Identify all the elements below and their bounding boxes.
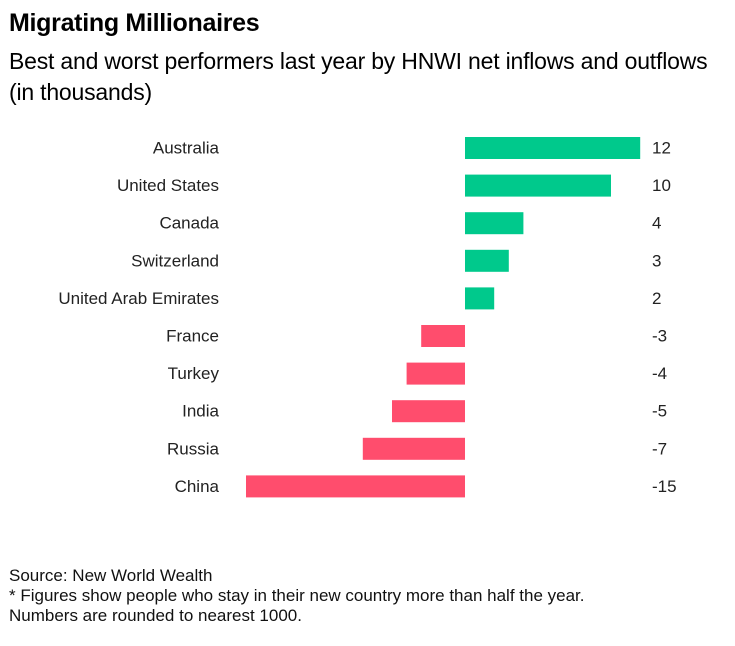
- bar-chart: Australia 12 United States 10 Canada 4 Switzer…: [58, 137, 677, 498]
- value-label-united-arab-emirates: 2: [652, 289, 661, 308]
- value-label-canada: 4: [652, 214, 661, 233]
- category-label-united-states: United States: [117, 176, 219, 195]
- value-label-united-states: 10: [652, 176, 671, 195]
- category-label-switzerland: Switzerland: [131, 251, 219, 270]
- category-label-canada: Canada: [159, 214, 219, 233]
- value-label-turkey: -4: [652, 364, 667, 383]
- chart-subtitle: Best and worst performers last year by H…: [9, 48, 708, 105]
- bar-australia: [465, 137, 641, 159]
- value-label-india: -5: [652, 402, 667, 421]
- source-note: Source: New World Wealth: [9, 566, 213, 585]
- category-label-france: France: [166, 327, 219, 346]
- category-label-australia: Australia: [153, 139, 220, 158]
- value-label-china: -15: [652, 477, 677, 496]
- value-label-france: -3: [652, 327, 667, 346]
- bar-canada: [465, 212, 524, 235]
- category-label-russia: Russia: [167, 439, 220, 458]
- bar-turkey: [406, 362, 465, 385]
- bar-russia: [362, 437, 465, 460]
- footnote-line-2: Numbers are rounded to nearest 1000.: [9, 606, 302, 625]
- bar-france: [421, 325, 465, 347]
- category-label-china: China: [175, 477, 220, 496]
- bar-united-states: [465, 174, 611, 197]
- category-label-india: India: [182, 402, 219, 421]
- bar-india: [392, 400, 465, 423]
- footnote-line-1: * Figures show people who stay in their …: [9, 586, 585, 605]
- chart-title: Migrating Millionaires: [9, 9, 260, 37]
- category-label-united-arab-emirates: United Arab Emirates: [58, 289, 219, 308]
- bar-switzerland: [465, 249, 509, 272]
- value-label-russia: -7: [652, 439, 667, 458]
- value-label-switzerland: 3: [652, 251, 661, 270]
- bar-united-arab-emirates: [465, 287, 495, 310]
- category-label-turkey: Turkey: [168, 364, 220, 383]
- bar-china: [246, 475, 465, 498]
- chart-footer: Source: New World Wealth * Figures show …: [9, 566, 584, 626]
- value-label-australia: 12: [652, 139, 671, 158]
